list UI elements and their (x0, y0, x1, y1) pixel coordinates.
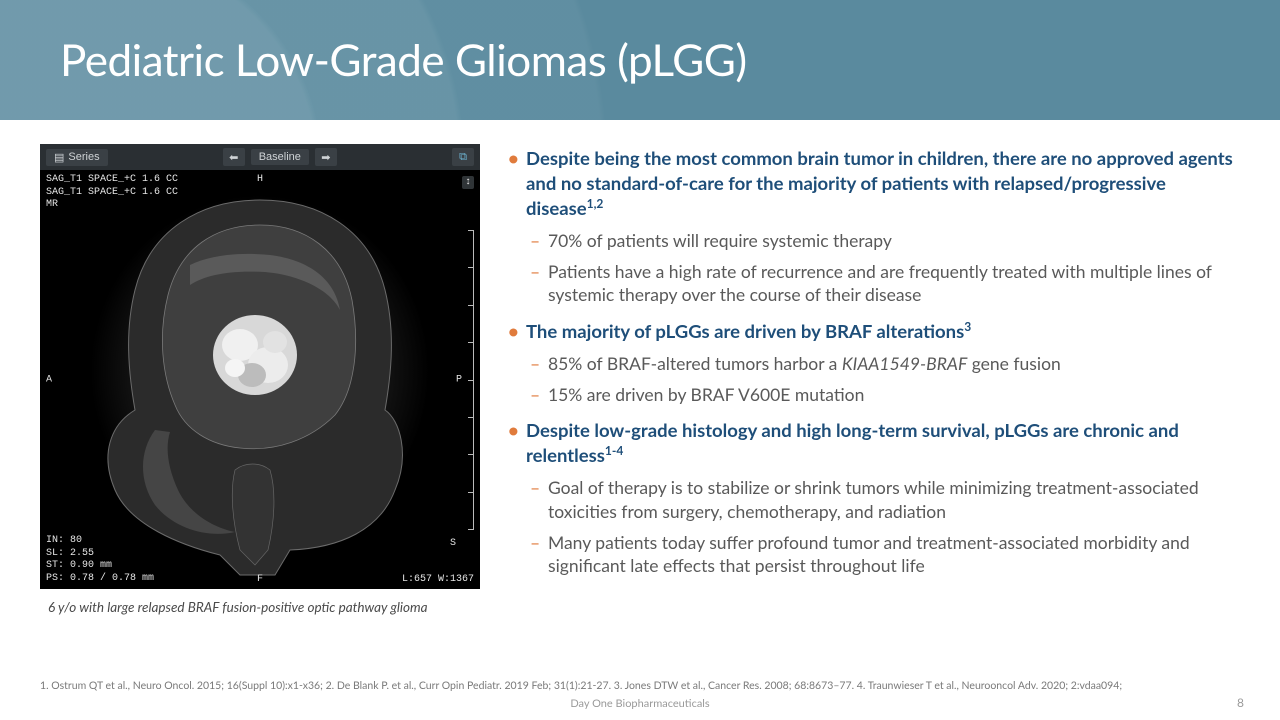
right-column: Despite being the most common brain tumo… (504, 144, 1240, 615)
mri-image: SAG_T1 SPACE_+C 1.6 CC SAG_T1 SPACE_+C 1… (40, 170, 480, 589)
mri-orient-left: A (46, 374, 52, 385)
mri-scroll-icon[interactable]: ↕ (462, 176, 474, 189)
mri-orient-s: S (450, 538, 456, 549)
baseline-button[interactable]: Baseline (251, 149, 309, 165)
footer-brand: Day One Biopharmaceuticals (570, 697, 709, 710)
tumor-mass (213, 315, 297, 395)
mri-toolbar: ▤ Series ⬅ Baseline ➡ ⧉ (40, 144, 480, 170)
bullet-2-sub-1: 85% of BRAF-altered tumors harbor a KIAA… (504, 352, 1240, 376)
stack-icon: ▤ (54, 151, 64, 164)
next-arrow-icon[interactable]: ➡ (315, 148, 337, 166)
slide-header: Pediatric Low-Grade Gliomas (pLGG) (0, 0, 1280, 120)
bullet-2-sub-2: 15% are driven by BRAF V600E mutation (504, 383, 1240, 407)
references: 1. Ostrum QT et al., Neuro Oncol. 2015; … (40, 680, 1240, 694)
bullet-1: Despite being the most common brain tumo… (504, 146, 1240, 221)
series-button[interactable]: ▤ Series (46, 149, 108, 166)
mri-orient-bottom: F (257, 574, 263, 585)
mri-scan-svg (40, 170, 480, 589)
bullet-1-sub-1: 70% of patients will require systemic th… (504, 229, 1240, 253)
bullet-3-sub-2: Many patients today suffer profound tumo… (504, 531, 1240, 578)
slide-content: ▤ Series ⬅ Baseline ➡ ⧉ (0, 120, 1280, 615)
link-icon[interactable]: ⧉ (452, 148, 474, 166)
slide-title: Pediatric Low-Grade Gliomas (pLGG) (60, 34, 747, 86)
mri-window-level: L:657 W:1367 (402, 574, 474, 585)
prev-arrow-icon[interactable]: ⬅ (223, 148, 245, 166)
series-label: Series (68, 151, 99, 163)
page-number: 8 (1237, 695, 1244, 710)
bullet-3-sub-1: Goal of therapy is to stabilize or shrin… (504, 476, 1240, 523)
mri-meta-top-left: SAG_T1 SPACE_+C 1.6 CC SAG_T1 SPACE_+C 1… (46, 174, 178, 212)
mri-caption: 6 y/o with large relapsed BRAF fusion-po… (40, 599, 480, 615)
bullet-3: Despite low-grade histology and high lon… (504, 418, 1240, 468)
mri-ruler (464, 230, 474, 529)
mri-meta-bottom-left: IN: 80 SL: 2.55 ST: 0.90 mm PS: 0.78 / 0… (46, 535, 154, 585)
bullet-1-sub-2: Patients have a high rate of recurrence … (504, 260, 1240, 307)
mri-viewer: ▤ Series ⬅ Baseline ➡ ⧉ (40, 144, 480, 589)
mri-orient-top: H (257, 174, 263, 185)
mri-orient-right: P (456, 374, 462, 385)
bullet-2: The majority of pLGGs are driven by BRAF… (504, 319, 1240, 344)
left-column: ▤ Series ⬅ Baseline ➡ ⧉ (40, 144, 480, 615)
